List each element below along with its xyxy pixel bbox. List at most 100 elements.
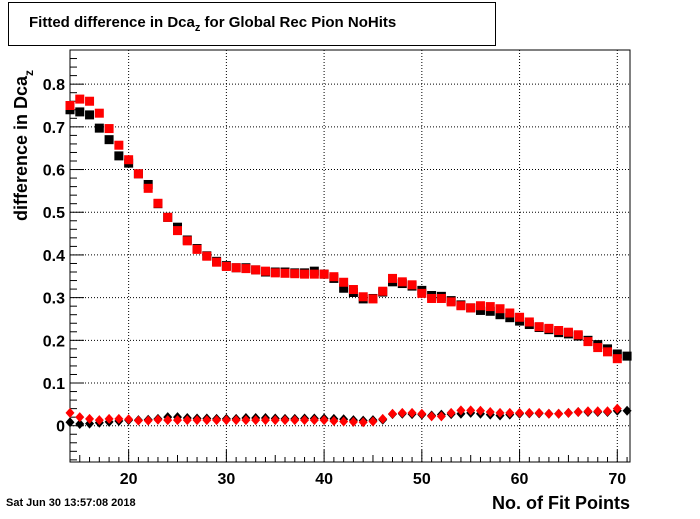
data-point-diamond bbox=[173, 415, 183, 426]
data-point-square bbox=[358, 292, 368, 302]
data-point-square bbox=[114, 151, 124, 161]
data-point-diamond bbox=[368, 416, 378, 427]
y-tick-label: 0.8 bbox=[43, 77, 65, 94]
y-tick-label: 0.6 bbox=[43, 163, 65, 180]
data-point-square bbox=[603, 347, 613, 357]
data-point-diamond bbox=[251, 415, 261, 426]
data-point-square bbox=[153, 198, 163, 208]
data-point-square bbox=[329, 272, 339, 282]
data-point-square bbox=[280, 268, 290, 278]
data-point-diamond bbox=[475, 405, 485, 416]
data-point-square bbox=[114, 140, 124, 150]
data-point-square bbox=[231, 263, 241, 273]
chart-title: Fitted difference in Dcaz for Global Rec… bbox=[29, 14, 396, 34]
data-point-square bbox=[505, 313, 515, 323]
data-point-square bbox=[241, 264, 251, 274]
data-point-square bbox=[554, 326, 564, 336]
data-point-square bbox=[85, 96, 95, 106]
plot-frame bbox=[69, 49, 631, 463]
data-point-square bbox=[544, 323, 554, 333]
data-point-diamond bbox=[85, 413, 95, 424]
data-point-diamond bbox=[192, 415, 202, 426]
data-point-diamond bbox=[124, 414, 134, 425]
data-point-diamond bbox=[163, 415, 173, 426]
data-point-square bbox=[173, 226, 183, 236]
data-point-square bbox=[534, 322, 544, 332]
data-point-diamond bbox=[212, 415, 222, 426]
chart-title-main: Fitted difference in Dca bbox=[29, 14, 195, 31]
data-point-square bbox=[583, 337, 593, 347]
data-point-square bbox=[593, 343, 603, 353]
data-point-square bbox=[104, 135, 114, 145]
data-point-square bbox=[515, 312, 525, 322]
y-tick-label: 0.5 bbox=[43, 205, 65, 222]
data-point-diamond bbox=[358, 417, 368, 428]
data-point-square bbox=[290, 269, 300, 279]
data-point-square bbox=[475, 305, 485, 315]
data-point-square bbox=[94, 123, 104, 133]
data-point-diamond bbox=[397, 407, 407, 418]
x-tick-label: 70 bbox=[608, 471, 626, 488]
data-point-square bbox=[378, 286, 388, 296]
data-point-diamond bbox=[260, 415, 270, 426]
data-point-square bbox=[622, 351, 632, 361]
y-axis-label-subscript: z bbox=[22, 70, 36, 76]
data-point-square bbox=[417, 288, 427, 298]
data-point-diamond bbox=[563, 407, 573, 418]
x-axis-label: No. of Fit Points bbox=[492, 493, 630, 513]
data-point-diamond bbox=[485, 407, 495, 418]
data-point-diamond bbox=[407, 407, 417, 418]
data-point-square bbox=[495, 304, 505, 314]
data-point-diamond bbox=[446, 407, 456, 418]
data-point-diamond bbox=[378, 413, 388, 424]
y-tick-label: 0 bbox=[56, 419, 65, 436]
data-point-square bbox=[143, 183, 153, 193]
data-point-square bbox=[202, 251, 212, 261]
data-point-square bbox=[270, 268, 280, 278]
data-point-square bbox=[309, 269, 319, 279]
data-point-diamond bbox=[495, 407, 505, 418]
data-point-diamond bbox=[221, 415, 231, 426]
data-point-square bbox=[75, 107, 85, 117]
data-point-square bbox=[456, 301, 466, 311]
y-axis-label: difference in Dcaz bbox=[11, 70, 36, 221]
data-point-diamond bbox=[270, 415, 280, 426]
data-point-diamond bbox=[456, 405, 466, 416]
data-point-diamond bbox=[593, 406, 603, 417]
data-point-square bbox=[368, 294, 378, 304]
data-point-diamond bbox=[554, 408, 564, 419]
data-point-diamond bbox=[202, 415, 212, 426]
data-point-diamond bbox=[94, 415, 104, 426]
data-point-diamond bbox=[290, 415, 300, 426]
data-point-diamond bbox=[534, 407, 544, 418]
chart-title-subscript: z bbox=[194, 22, 201, 34]
data-point-square bbox=[612, 349, 622, 359]
x-tick-label: 50 bbox=[413, 471, 431, 488]
data-point-square bbox=[446, 297, 456, 307]
data-point-square bbox=[436, 293, 446, 303]
data-point-square bbox=[485, 306, 495, 316]
data-point-square bbox=[339, 283, 349, 293]
y-tick-label: 0.4 bbox=[43, 248, 65, 265]
data-point-diamond bbox=[104, 413, 114, 424]
data-point-diamond bbox=[544, 408, 554, 419]
data-point-diamond bbox=[329, 416, 339, 427]
data-point-square bbox=[133, 169, 143, 179]
x-tick-label: 60 bbox=[511, 471, 529, 488]
data-point-square bbox=[319, 269, 329, 279]
data-point-diamond bbox=[612, 403, 622, 414]
data-point-diamond bbox=[280, 415, 290, 426]
data-point-diamond bbox=[388, 408, 398, 419]
data-point-diamond bbox=[309, 415, 319, 426]
data-point-square bbox=[65, 101, 75, 111]
data-point-diamond bbox=[75, 419, 85, 430]
data-point-diamond bbox=[241, 415, 251, 426]
data-point-diamond bbox=[133, 415, 143, 426]
data-point-square bbox=[495, 310, 505, 320]
data-point-square bbox=[221, 261, 231, 271]
data-point-square bbox=[104, 124, 114, 134]
data-point-diamond bbox=[515, 407, 525, 418]
data-point-square bbox=[85, 110, 95, 120]
data-point-square bbox=[124, 155, 134, 165]
